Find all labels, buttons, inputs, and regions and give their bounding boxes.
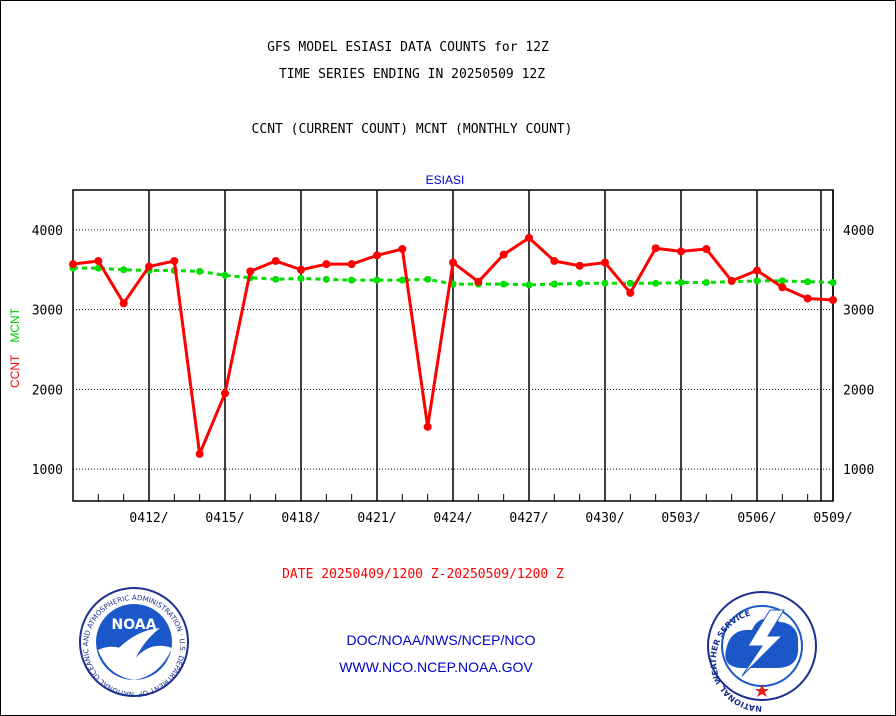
data-point-ccnt — [778, 283, 787, 292]
x-tick-label: 0503/ — [661, 511, 700, 526]
data-point-mcnt — [550, 280, 558, 288]
data-point-ccnt — [677, 247, 685, 256]
plot-title: ESIASI — [426, 173, 465, 187]
chart-subtitle: CCNT (CURRENT COUNT) MCNT (MONTHLY COUNT… — [252, 122, 573, 137]
gridlines — [73, 190, 834, 501]
x-tick-label: 0424/ — [433, 511, 472, 526]
date-range: DATE 20250409/1200 Z-20250509/1200 Z — [282, 567, 564, 582]
data-point-mcnt — [272, 275, 280, 283]
axis-ticks — [72, 494, 834, 501]
y-axis-label: CCNT MCNT — [8, 307, 22, 388]
data-point-ccnt — [297, 265, 305, 274]
data-point-mcnt — [753, 277, 761, 285]
data-point-ccnt — [195, 449, 204, 458]
data-point-ccnt — [69, 260, 77, 269]
chart-title-line1: GFS MODEL ESIASI DATA COUNTS for 12Z — [267, 40, 549, 55]
data-point-ccnt — [601, 258, 609, 267]
data-point-ccnt — [373, 251, 381, 260]
data-point-ccnt — [702, 245, 711, 254]
data-point-ccnt — [170, 256, 179, 265]
data-point-ccnt — [829, 296, 837, 305]
data-point-mcnt — [576, 279, 584, 287]
data-point-ccnt — [145, 262, 153, 271]
data-point-mcnt — [221, 271, 229, 279]
data-point-ccnt — [449, 258, 457, 267]
data-point-ccnt — [550, 256, 559, 265]
y-tick-label-right: 3000 — [843, 304, 874, 319]
y-tick-label-left: 3000 — [32, 304, 63, 319]
data-point-mcnt — [778, 277, 786, 285]
data-point-ccnt — [474, 277, 483, 286]
y-tick-label-left: 1000 — [32, 463, 63, 478]
data-point-mcnt — [829, 279, 837, 287]
data-point-mcnt — [348, 276, 356, 284]
x-tick-label: 0418/ — [281, 511, 320, 526]
data-point-mcnt — [804, 278, 812, 286]
y-tick-label-left: 4000 — [32, 224, 63, 239]
y-tick-label-right: 1000 — [843, 463, 874, 478]
data-point-ccnt — [119, 299, 128, 308]
data-point-ccnt — [423, 422, 432, 431]
x-tick-labels: 0412/0415/0418/0421/0424/0427/0430/0503/… — [129, 511, 852, 526]
data-point-mcnt — [626, 279, 634, 287]
data-point-mcnt — [297, 275, 305, 283]
data-point-mcnt — [677, 279, 685, 287]
data-point-ccnt — [727, 276, 736, 285]
data-point-ccnt — [651, 244, 660, 253]
data-point-mcnt — [601, 279, 609, 287]
data-point-mcnt — [398, 276, 406, 284]
series-ccnt — [69, 233, 837, 458]
org-line: DOC/NOAA/NWS/NCEP/NCO — [346, 632, 535, 648]
y-tick-label-right: 4000 — [843, 224, 874, 239]
x-tick-label: 0506/ — [737, 511, 776, 526]
x-tick-label: 0421/ — [357, 511, 396, 526]
y-tick-label-left: 2000 — [32, 383, 63, 398]
data-point-ccnt — [94, 256, 103, 265]
data-point-ccnt — [322, 260, 331, 269]
nws-logo: NATIONAL WEATHER SERVICE — [707, 591, 817, 713]
data-point-ccnt — [525, 233, 533, 242]
data-point-ccnt — [347, 260, 356, 269]
data-point-mcnt — [322, 275, 330, 283]
y-label-ccnt: CCNT — [8, 354, 22, 388]
data-point-mcnt — [424, 275, 432, 283]
x-tick-label: 0430/ — [585, 511, 624, 526]
noaa-logo: NOAA NATIONAL OCEANIC AND ATMOSPHERIC AD… — [0, 0, 189, 698]
svg-text:CCNTMCNT: CCNT MCNT — [8, 307, 22, 388]
y-tick-label-right: 2000 — [843, 383, 874, 398]
data-point-ccnt — [753, 266, 761, 275]
x-tick-label: 0415/ — [205, 511, 244, 526]
y-label-mcnt: MCNT — [8, 307, 22, 342]
data-point-mcnt — [500, 280, 508, 288]
x-tick-label: 0427/ — [509, 511, 548, 526]
data-point-mcnt — [373, 276, 381, 284]
x-tick-label: 0509/ — [813, 511, 852, 526]
data-point-ccnt — [246, 267, 255, 276]
data-point-ccnt — [575, 261, 584, 270]
data-point-mcnt — [196, 267, 204, 275]
data-point-ccnt — [398, 245, 407, 254]
x-tick-label: 0412/ — [129, 511, 168, 526]
data-point-ccnt — [271, 256, 280, 265]
data-point-ccnt — [803, 294, 812, 303]
chart-title-line2: TIME SERIES ENDING IN 20250509 12Z — [279, 67, 545, 82]
data-point-mcnt — [702, 279, 710, 287]
url-line: WWW.NCO.NCEP.NOAA.GOV — [339, 659, 533, 675]
y-tick-labels: 1000 1000 2000 2000 3000 3000 4000 4000 — [32, 224, 875, 478]
data-point-ccnt — [221, 389, 229, 398]
data-point-mcnt — [120, 266, 128, 274]
data-point-mcnt — [525, 281, 533, 289]
data-point-ccnt — [499, 250, 508, 259]
data-point-ccnt — [626, 288, 635, 297]
noaa-text: NOAA — [112, 617, 157, 633]
data-point-mcnt — [652, 279, 660, 287]
